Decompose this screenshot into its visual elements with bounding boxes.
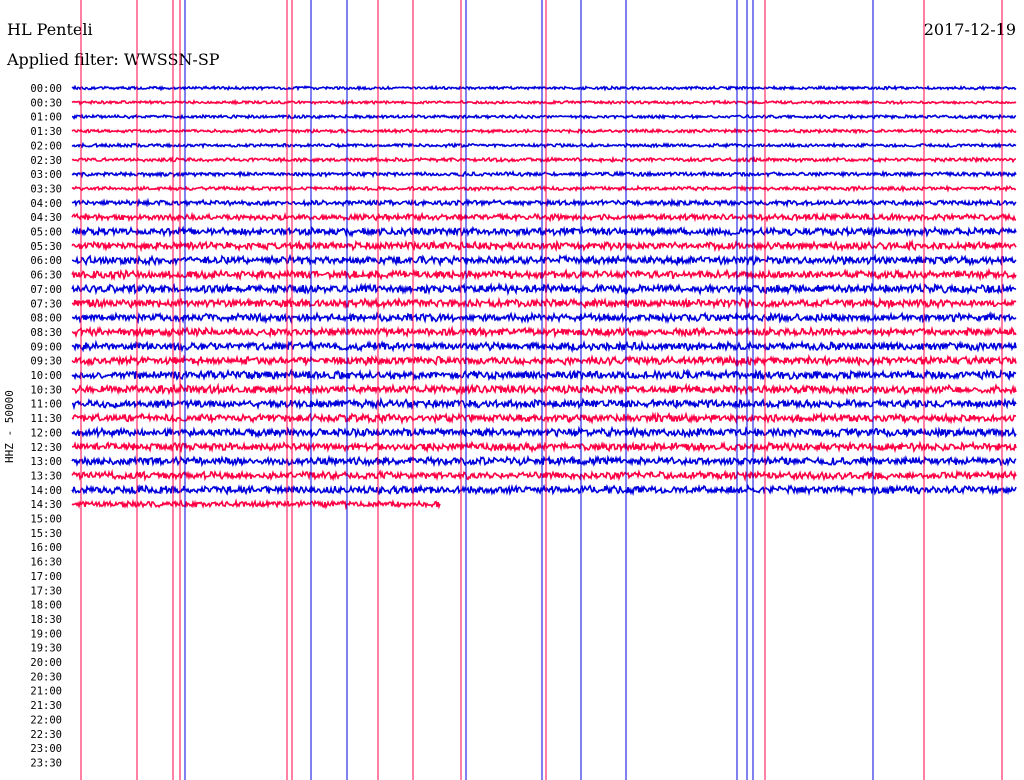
time-tick-label: 06:30	[30, 270, 62, 282]
trace-line-14:30	[71, 498, 441, 511]
time-tick-label: 10:30	[30, 384, 62, 396]
time-tick-label: 22:00	[30, 714, 62, 726]
time-tick-label: 06:00	[30, 255, 62, 267]
trace-line-05:00	[71, 225, 1017, 238]
trace-line-12:00	[71, 425, 1017, 439]
time-tick-label: 19:00	[30, 628, 62, 640]
trace-line-09:30	[71, 353, 1017, 368]
time-tick-label: 00:00	[30, 83, 62, 95]
time-tick-label: 11:00	[30, 399, 62, 411]
trace-line-06:00	[71, 253, 1017, 267]
time-tick-label: 13:00	[30, 456, 62, 468]
time-tick-label: 07:00	[30, 284, 62, 296]
time-tick-label: 17:30	[30, 585, 62, 597]
trace-line-05:30	[71, 239, 1017, 253]
time-tick-label: 12:30	[30, 442, 62, 454]
trace-line-09:00	[71, 339, 1017, 354]
time-tick-label: 15:00	[30, 514, 62, 526]
trace-line-13:00	[71, 454, 1017, 468]
trace-line-10:30	[71, 382, 1017, 396]
time-tick-label: 16:00	[30, 542, 62, 554]
station-title: HL Penteli	[7, 20, 93, 39]
trace-line-10:00	[71, 368, 1017, 382]
trace-line-00:00	[71, 84, 1017, 92]
time-tick-label: 07:30	[30, 298, 62, 310]
trace-line-11:30	[71, 411, 1017, 426]
trace-line-11:00	[71, 396, 1017, 411]
trace-line-02:30	[71, 155, 1017, 165]
time-tick-label: 01:30	[30, 126, 62, 138]
time-tick-label: 17:00	[30, 571, 62, 583]
time-tick-label: 22:30	[30, 729, 62, 741]
time-tick-label: 11:30	[30, 413, 62, 425]
time-tick-label: 18:00	[30, 600, 62, 612]
time-tick-label: 19:30	[30, 643, 62, 655]
time-tick-label: 03:30	[30, 183, 62, 195]
time-tick-label: 03:00	[30, 169, 62, 181]
date-label: 2017-12-19	[923, 20, 1016, 39]
trace-line-03:00	[71, 169, 1017, 179]
time-tick-label: 16:30	[30, 557, 62, 569]
trace-line-14:00	[71, 483, 1017, 497]
time-tick-label: 20:30	[30, 671, 62, 683]
time-tick-label: 04:00	[30, 198, 62, 210]
time-tick-label: 00:30	[30, 97, 62, 109]
time-tick-label: 09:00	[30, 341, 62, 353]
trace-line-13:30	[71, 468, 1017, 482]
trace-line-08:30	[71, 325, 1017, 339]
trace-line-07:00	[71, 281, 1017, 297]
trace-line-07:30	[71, 296, 1017, 310]
time-tick-label: 21:00	[30, 686, 62, 698]
time-tick-label: 21:30	[30, 700, 62, 712]
trace-line-01:30	[71, 127, 1017, 135]
time-tick-label: 05:30	[30, 241, 62, 253]
time-tick-label: 23:00	[30, 743, 62, 755]
time-tick-label: 01:00	[30, 112, 62, 124]
trace-line-00:30	[71, 98, 1017, 106]
time-tick-label: 20:00	[30, 657, 62, 669]
time-tick-label: 02:30	[30, 155, 62, 167]
trace-line-03:30	[71, 184, 1017, 194]
trace-line-06:30	[71, 267, 1017, 282]
time-tick-label: 08:30	[30, 327, 62, 339]
time-tick-label: 10:00	[30, 370, 62, 382]
time-tick-label: 05:00	[30, 227, 62, 239]
time-tick-label: 15:30	[30, 528, 62, 540]
trace-line-01:00	[72, 113, 1017, 121]
time-tick-label: 23:30	[30, 757, 62, 769]
filter-label: Applied filter: WWSSN-SP	[7, 50, 220, 69]
trace-line-02:00	[71, 141, 1017, 150]
time-tick-label: 14:00	[30, 485, 62, 497]
trace-line-12:30	[71, 440, 1017, 454]
time-tick-label: 12:00	[30, 427, 62, 439]
trace-line-08:00	[71, 311, 1017, 325]
time-tick-label: 08:00	[30, 313, 62, 325]
trace-line-04:00	[71, 197, 1017, 209]
time-tick-label: 18:30	[30, 614, 62, 626]
trace-line-04:30	[71, 211, 1017, 223]
time-tick-label: 04:30	[30, 212, 62, 224]
time-tick-label: 13:30	[30, 470, 62, 482]
time-tick-label: 02:00	[30, 140, 62, 152]
time-tick-label: 09:30	[30, 356, 62, 368]
time-tick-label: 14:30	[30, 499, 62, 511]
